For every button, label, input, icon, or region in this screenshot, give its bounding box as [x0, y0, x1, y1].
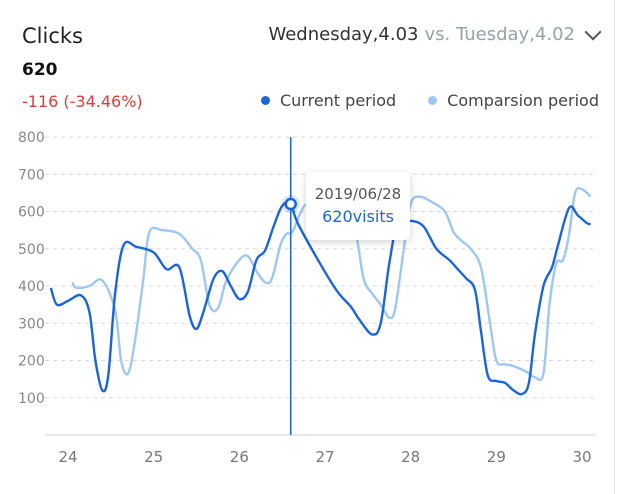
legend-item-comparison[interactable]: Comparsion period: [428, 91, 599, 110]
legend-item-current[interactable]: Current period: [260, 91, 397, 110]
y-tick-label-400: 400: [18, 279, 45, 295]
chart-title: Clicks: [22, 24, 83, 48]
tooltip-value: 620visits: [322, 207, 394, 226]
x-tick-label-26: 26: [230, 448, 249, 466]
x-tick-label-27: 27: [315, 448, 334, 466]
legend: Current period Comparsion period: [260, 91, 599, 110]
tooltip-date: 2019/06/28: [314, 185, 402, 203]
y-tick-label-800: 800: [18, 130, 45, 146]
legend-label-current: Current period: [279, 91, 397, 110]
date-compare-dropdown[interactable]: Wednesday,4.03 vs. Tuesday,4.02: [268, 23, 602, 45]
panel-border: [614, 0, 615, 494]
x-tick-label-24: 24: [58, 448, 77, 466]
highlight-point: [284, 197, 297, 211]
metric-delta: -116 (-34.46%): [22, 92, 143, 111]
x-tick-label-25: 25: [144, 448, 163, 466]
metric-value: 620: [22, 60, 58, 80]
legend-dot-comparison: [428, 96, 438, 105]
y-tick-label-200: 200: [18, 354, 45, 370]
legend-dot-current: [260, 96, 270, 105]
y-tick-label-100: 100: [18, 391, 45, 407]
x-tick-label-29: 29: [487, 448, 506, 466]
comparison-date: vs. Tuesday,4.02: [424, 24, 575, 45]
y-tick-label-600: 600: [18, 205, 45, 221]
legend-label-comparison: Comparsion period: [447, 91, 599, 110]
current-date: Wednesday,4.03: [268, 24, 419, 45]
y-tick-label-300: 300: [18, 316, 45, 332]
series-line-current: [49, 200, 592, 396]
x-tick-label-30: 30: [572, 448, 591, 466]
x-tick-label-28: 28: [401, 448, 420, 466]
y-tick-label-700: 700: [18, 167, 45, 183]
y-tick-label-500: 500: [18, 242, 45, 258]
tooltip: 2019/06/28 620visits: [306, 172, 410, 240]
